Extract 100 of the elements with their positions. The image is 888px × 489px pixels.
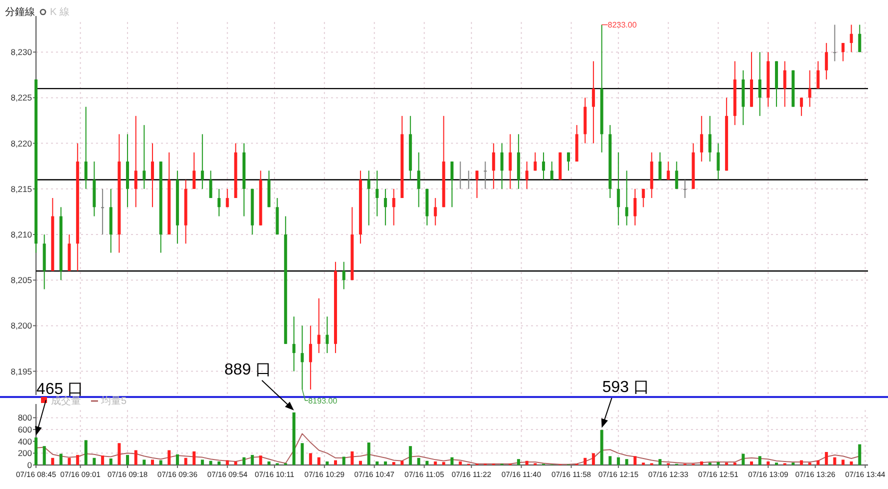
bar — [209, 460, 212, 465]
bar — [134, 450, 138, 465]
bar — [292, 412, 296, 465]
candlestick — [417, 152, 420, 208]
bar — [259, 456, 262, 465]
bar — [300, 443, 304, 465]
candlestick — [642, 188, 645, 208]
candlestick — [84, 106, 88, 190]
candlestick — [292, 316, 296, 372]
bar — [426, 460, 429, 465]
bar — [42, 446, 46, 465]
candlestick — [309, 325, 312, 390]
legend-label: 均量5 — [100, 395, 127, 407]
candlestick — [450, 161, 454, 208]
line-series — [36, 433, 860, 465]
bar — [408, 446, 412, 465]
candlestick — [384, 188, 387, 226]
bar — [218, 461, 221, 465]
bar — [34, 438, 38, 465]
y-tick-label: 8,195 — [10, 366, 32, 376]
bar — [118, 443, 121, 465]
bar — [159, 460, 162, 465]
y-tick-label: 8,210 — [10, 229, 32, 240]
candlestick — [392, 188, 396, 226]
candlestick — [209, 170, 212, 199]
candlestick — [616, 152, 620, 226]
annotation: 8193.00 — [308, 396, 338, 406]
candlestick — [200, 134, 204, 190]
bar — [192, 451, 196, 465]
bar — [716, 462, 720, 465]
bar — [234, 461, 238, 465]
candlestick — [500, 142, 504, 190]
candlestick — [833, 24, 836, 62]
y-tick-label: 8,230 — [10, 47, 32, 58]
bar — [434, 461, 437, 465]
text: K 線 — [50, 7, 70, 18]
bar — [342, 456, 346, 465]
candlestick — [816, 60, 820, 90]
candlestick — [666, 161, 670, 180]
candlestick — [192, 152, 196, 190]
bar — [858, 444, 862, 465]
candlestick — [458, 161, 462, 190]
y-tick-label: 8,220 — [10, 138, 32, 148]
bar — [358, 460, 362, 465]
y-tick-label: 8,205 — [10, 275, 32, 286]
candlestick — [434, 198, 437, 226]
bar — [200, 460, 204, 465]
candlestick — [716, 142, 720, 180]
candlestick — [658, 152, 662, 180]
bar — [59, 454, 62, 465]
bar — [392, 462, 396, 465]
candlestick — [800, 97, 803, 116]
bar — [417, 458, 420, 465]
legend-label: 成交量 — [51, 395, 81, 407]
candlestick — [101, 188, 104, 235]
bar — [800, 460, 803, 465]
candlestick — [592, 60, 595, 144]
bar — [242, 457, 246, 465]
candlestick — [508, 134, 512, 190]
candlestick — [842, 42, 845, 62]
bar — [84, 440, 88, 465]
bar — [600, 430, 604, 465]
candlestick — [708, 115, 712, 162]
candlestick — [326, 316, 329, 354]
annotation: 889 口 — [224, 361, 272, 378]
bar — [442, 462, 446, 465]
y-tick-label: 8,215 — [10, 184, 32, 194]
candlestick — [808, 70, 812, 108]
bar — [334, 460, 338, 465]
bar — [742, 454, 745, 465]
candlestick — [317, 298, 320, 354]
bar — [384, 461, 387, 465]
bar — [168, 450, 171, 465]
y-tick-label: 600 — [18, 424, 32, 435]
candlestick — [758, 52, 762, 116]
candlestick — [824, 42, 828, 80]
bar — [833, 457, 836, 465]
bar — [525, 460, 528, 465]
candlestick — [342, 261, 346, 290]
bar — [850, 461, 853, 465]
bar — [126, 454, 130, 465]
bar — [816, 460, 820, 465]
bar — [450, 457, 454, 465]
candlestick — [484, 161, 487, 190]
candlestick — [534, 152, 537, 172]
bar — [758, 456, 762, 465]
bar — [367, 442, 370, 465]
bar — [76, 454, 80, 465]
bar — [150, 460, 154, 465]
candlestick — [300, 325, 304, 390]
bar — [750, 461, 754, 465]
bar — [176, 454, 179, 465]
bar — [842, 460, 845, 465]
bar — [142, 460, 146, 465]
candlestick — [783, 60, 786, 108]
candlestick — [467, 170, 470, 190]
candlestick — [683, 179, 686, 199]
bar — [226, 460, 229, 465]
candlestick — [226, 188, 229, 208]
candlestick — [566, 152, 570, 172]
